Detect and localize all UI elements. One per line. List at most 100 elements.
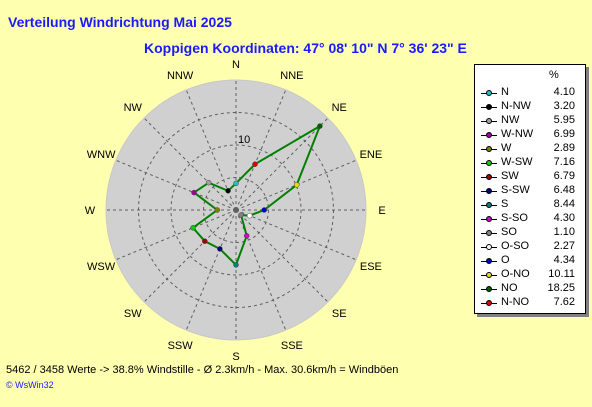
direction-label-ese: ESE bbox=[360, 261, 382, 273]
grid-spoke-nw bbox=[143, 117, 237, 211]
legend-label: S-SO bbox=[501, 212, 528, 224]
legend-item: O 4.34 bbox=[475, 253, 585, 269]
legend-label: N bbox=[501, 86, 509, 98]
legend-label: S bbox=[501, 198, 509, 210]
footer-summary: 5462 / 3458 Werte -> 38.8% Windstille - … bbox=[6, 364, 399, 376]
data-point-ese bbox=[246, 212, 253, 219]
grid-spoke-ssw bbox=[185, 209, 237, 331]
legend-item: SO 1.10 bbox=[475, 225, 585, 241]
direction-label-ssw: SSW bbox=[168, 340, 194, 352]
legend-marker-swatch bbox=[486, 244, 492, 250]
data-point-nw bbox=[205, 179, 212, 186]
data-point-ne bbox=[317, 123, 323, 129]
grid-spoke-ene bbox=[235, 159, 357, 211]
data-point-n bbox=[233, 180, 239, 187]
legend-value: 2.89 bbox=[553, 142, 575, 154]
grid-ring-2 bbox=[170, 144, 302, 276]
legend-value: 4.34 bbox=[553, 254, 575, 266]
direction-label-w: W bbox=[85, 205, 96, 217]
grid-spoke-se bbox=[235, 209, 329, 303]
legend-value: 4.30 bbox=[553, 212, 575, 224]
direction-label-e: E bbox=[378, 205, 385, 217]
legend-value: 7.62 bbox=[553, 296, 575, 308]
legend-label: W-SW bbox=[501, 156, 533, 168]
data-point-w bbox=[214, 207, 220, 213]
legend-item: SW 6.79 bbox=[475, 169, 585, 185]
legend-value: 3.20 bbox=[553, 100, 575, 112]
legend-item: O-SO 2.27 bbox=[475, 239, 585, 255]
direction-label-se: SE bbox=[332, 308, 347, 320]
legend-marker-swatch bbox=[486, 188, 492, 194]
legend-marker-swatch bbox=[486, 300, 492, 306]
legend-marker-swatch bbox=[486, 118, 492, 124]
direction-label-sse: SSE bbox=[281, 340, 303, 352]
legend-value: 7.16 bbox=[553, 156, 575, 168]
legend-label: N-NW bbox=[501, 100, 531, 112]
legend-label: SO bbox=[501, 226, 517, 238]
legend-item: NO 18.25 bbox=[475, 281, 585, 297]
legend-value: 6.48 bbox=[553, 184, 575, 196]
data-point-sse bbox=[243, 233, 250, 239]
legend-unit: % bbox=[549, 69, 559, 81]
legend-label: NW bbox=[501, 114, 520, 126]
direction-label-sw: SW bbox=[124, 308, 142, 320]
direction-label-n: N bbox=[232, 59, 240, 71]
grid-spoke-nne bbox=[235, 89, 287, 211]
legend-value: 8.44 bbox=[553, 198, 575, 210]
legend-marker-swatch bbox=[486, 272, 492, 278]
data-point-wsw bbox=[190, 225, 196, 231]
legend-value: 10.11 bbox=[548, 268, 575, 280]
data-point-wnw bbox=[191, 189, 197, 196]
data-point-nnw bbox=[225, 188, 231, 194]
legend-value: 2.27 bbox=[553, 240, 575, 252]
data-point-s bbox=[233, 262, 239, 268]
legend-label: O bbox=[501, 254, 510, 266]
direction-label-wnw: WNW bbox=[87, 149, 116, 161]
legend-marker-swatch bbox=[486, 90, 492, 96]
data-point-sw bbox=[202, 238, 208, 244]
legend-item: S-SO 4.30 bbox=[475, 211, 585, 227]
direction-label-nnw: NNW bbox=[167, 70, 194, 82]
data-point-se bbox=[238, 212, 244, 218]
grid-spoke-nnw bbox=[185, 89, 237, 211]
legend-marker-swatch bbox=[486, 258, 492, 264]
grid-spoke-ne bbox=[235, 117, 329, 211]
legend-marker-swatch bbox=[486, 216, 492, 222]
legend-value: 4.10 bbox=[553, 86, 575, 98]
direction-label-ne: NE bbox=[332, 102, 347, 114]
legend-marker-swatch bbox=[486, 286, 492, 292]
grid-spoke-ese bbox=[235, 209, 357, 261]
grid-spoke-wnw bbox=[115, 159, 237, 211]
legend-value: 6.79 bbox=[553, 170, 575, 182]
direction-label-wsw: WSW bbox=[87, 261, 116, 273]
legend-label: O-NO bbox=[501, 268, 530, 280]
legend-label: O-SO bbox=[501, 240, 530, 252]
legend-marker-swatch bbox=[486, 104, 492, 110]
legend-item: S-SW 6.48 bbox=[475, 183, 585, 199]
legend-label: W-NW bbox=[501, 128, 534, 140]
data-point-nne bbox=[252, 161, 258, 167]
legend-item: W 2.89 bbox=[475, 141, 585, 157]
legend-label: NO bbox=[501, 282, 518, 294]
legend: % N 4.10 N-NW 3.20 NW 5.95 W-NW 6.99 W 2.89 W-SW 7.… bbox=[474, 64, 586, 314]
direction-label-nw: NW bbox=[124, 102, 143, 114]
legend-item: W-SW 7.16 bbox=[475, 155, 585, 171]
legend-marker-swatch bbox=[486, 160, 492, 166]
legend-item: N 4.10 bbox=[475, 85, 585, 101]
data-point-ene bbox=[293, 182, 300, 188]
direction-label-s: S bbox=[232, 351, 239, 363]
legend-label: W bbox=[501, 142, 512, 154]
legend-item: S 8.44 bbox=[475, 197, 585, 213]
data-point-e bbox=[261, 207, 267, 213]
legend-label: S-SW bbox=[501, 184, 530, 196]
legend-item: N-NO 7.62 bbox=[475, 295, 585, 311]
legend-label: N-NO bbox=[501, 296, 530, 308]
legend-marker-swatch bbox=[486, 230, 492, 236]
direction-label-nne: NNE bbox=[280, 70, 303, 82]
chart-title: Verteilung Windrichtung Mai 2025 bbox=[8, 14, 232, 30]
copyright: © WsWin32 bbox=[6, 380, 54, 390]
legend-marker-swatch bbox=[486, 202, 492, 208]
legend-marker-swatch bbox=[486, 174, 492, 180]
legend-label: SW bbox=[501, 170, 519, 182]
